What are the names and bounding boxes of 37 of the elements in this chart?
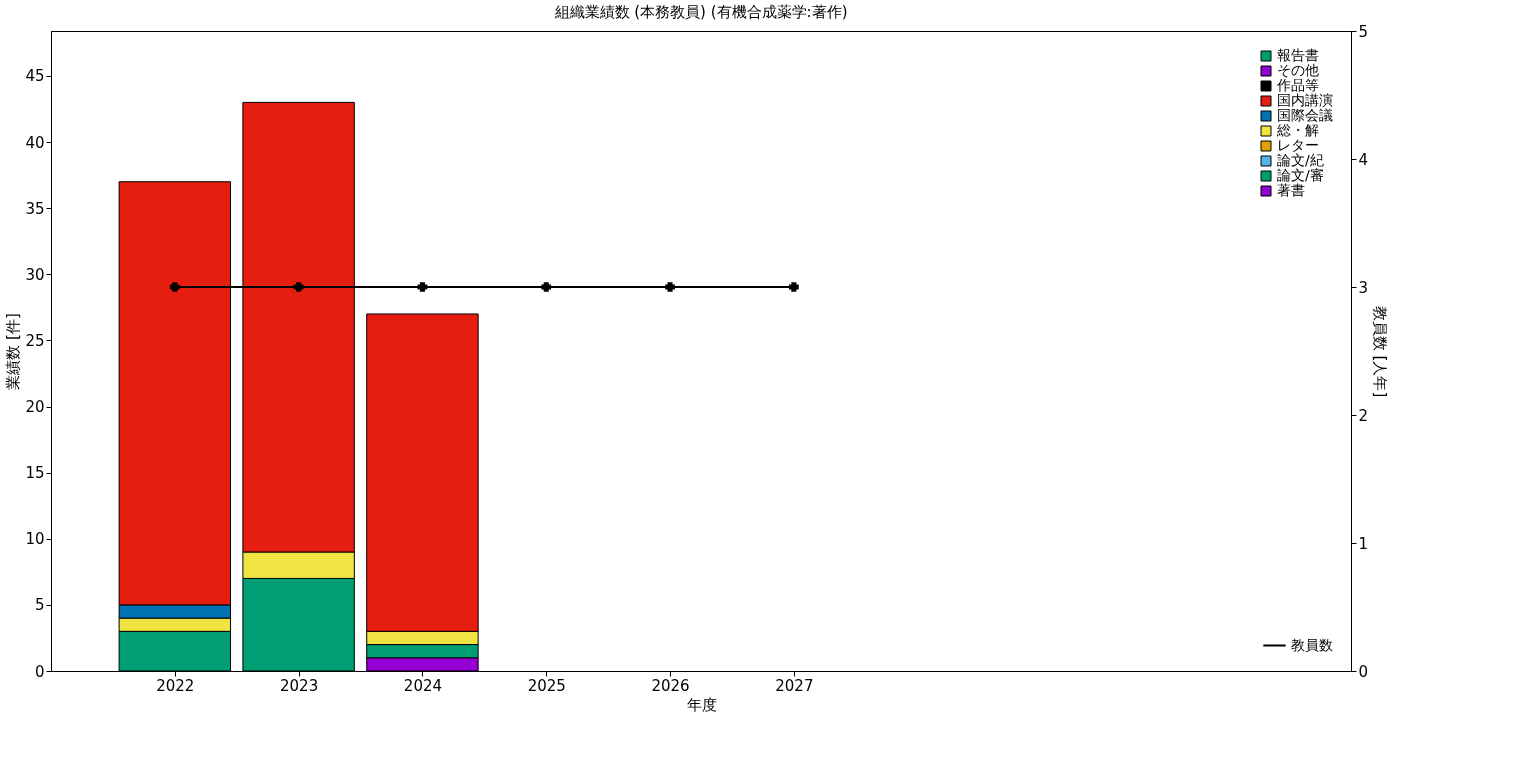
y-axis-title: 業績数 [件] <box>4 313 23 390</box>
y2-tick-label: 1 <box>1358 534 1369 553</box>
x-tick-label: 2023 <box>280 676 319 695</box>
y-tick-label: 15 <box>25 464 45 483</box>
legend-label: 報告書 <box>1277 47 1319 63</box>
y2-tick-label: 3 <box>1358 278 1369 297</box>
x-tick-label: 2026 <box>651 676 690 695</box>
x-tick-label: 2022 <box>156 676 195 695</box>
y-tick-label: 25 <box>25 331 45 350</box>
y2-tick-label: 4 <box>1358 150 1369 169</box>
legend-label: 作品等 <box>1276 77 1319 93</box>
x-tick-label: 2027 <box>775 676 814 695</box>
y2-tick-label: 5 <box>1358 22 1369 41</box>
legend-label: 総・解 <box>1276 122 1319 138</box>
y-tick-label: 0 <box>34 662 45 681</box>
legend-label: 教員数 <box>1291 636 1333 653</box>
y-tick-label: 30 <box>25 265 45 284</box>
x-axis-title: 年度 <box>686 695 717 714</box>
legend-label: レター <box>1277 137 1319 153</box>
legend-label: その他 <box>1277 62 1319 78</box>
y-tick-label: 40 <box>25 133 45 152</box>
x-tick-label: 2024 <box>403 676 443 695</box>
y-tick-label: 35 <box>25 199 45 218</box>
legend-label: 論文/紀 <box>1277 152 1324 168</box>
y-tick-label: 45 <box>25 67 45 86</box>
y-tick-label: 5 <box>34 596 45 615</box>
chart-title: 組織業績数 (本務教員) (有機合成薬学:著作) <box>553 3 848 21</box>
y-tick-label: 20 <box>25 398 45 417</box>
y2-tick-label: 2 <box>1358 406 1369 425</box>
legend-label: 著書 <box>1277 182 1305 198</box>
y2-tick-label: 0 <box>1358 662 1369 681</box>
x-tick-label: 2025 <box>527 676 566 695</box>
legend-label: 論文/審 <box>1277 167 1324 183</box>
legend-label: 国際会議 <box>1277 107 1333 123</box>
y2-axis-title: 教員数 [人年] <box>1371 305 1390 398</box>
legend-label: 国内講演 <box>1277 92 1333 108</box>
y-tick-label: 10 <box>25 530 45 549</box>
